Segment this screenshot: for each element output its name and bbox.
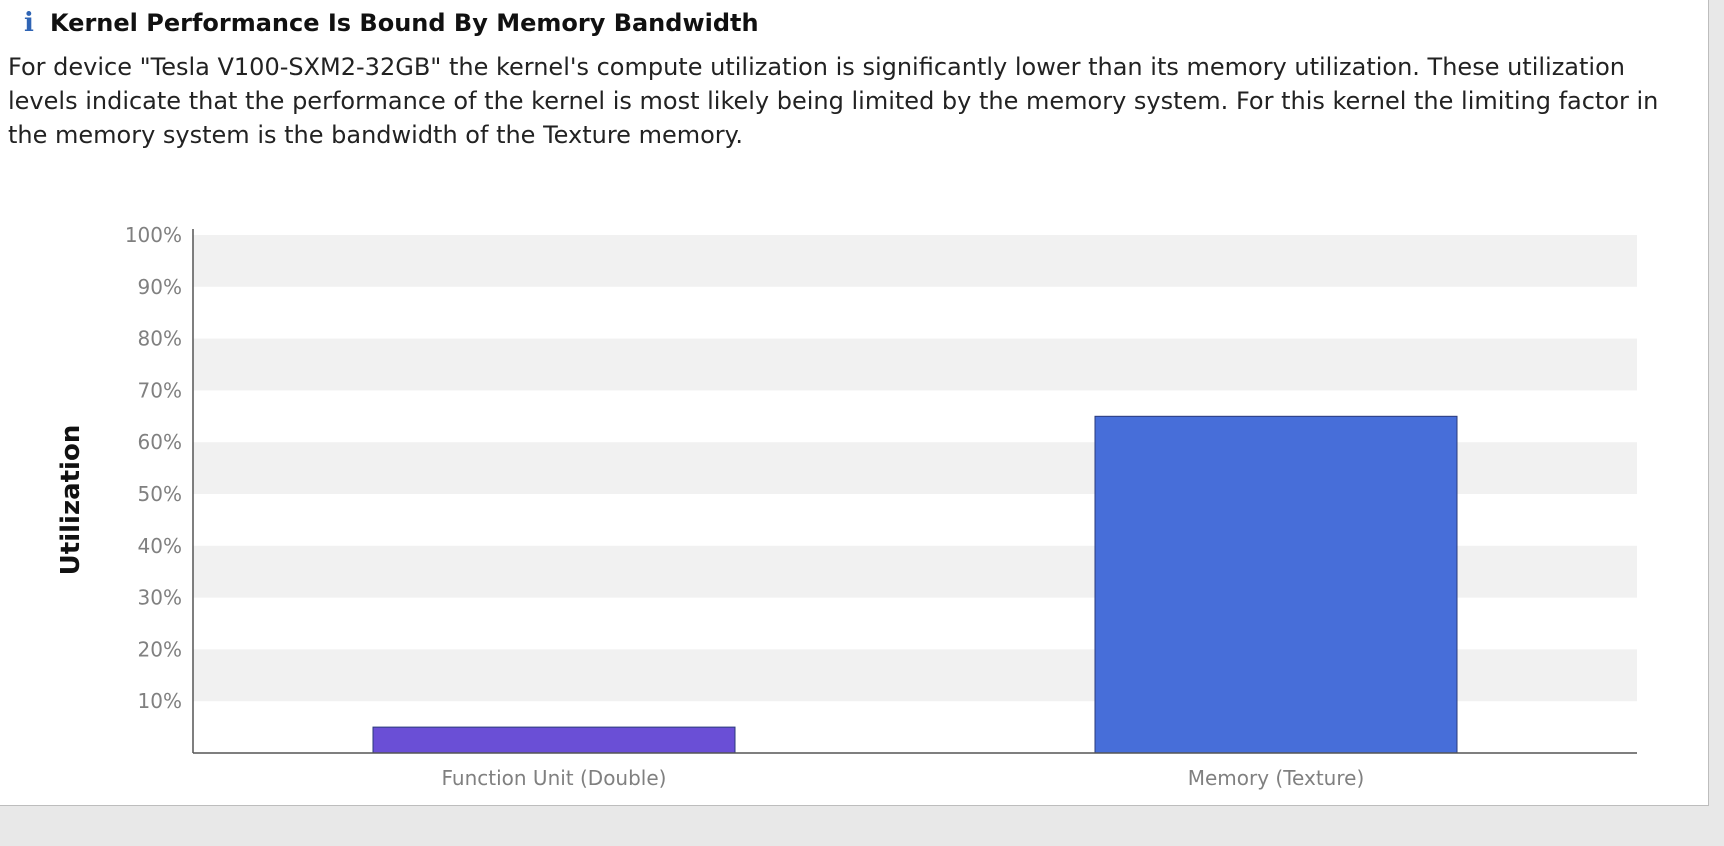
y-tick-label: 20% (138, 637, 182, 661)
x-tick-labels: Function Unit (Double) Memory (Texture) (442, 766, 1365, 790)
grid-band (193, 338, 1637, 391)
y-tick-label: 80% (138, 327, 182, 351)
utilization-chart: 100% 90% 80% 70% 60% 50% 40% 30% 20% 10% Function… (56, 223, 1637, 790)
analysis-header: i Kernel Performance Is Bound By Memory … (18, 8, 759, 38)
x-tick-label: Function Unit (Double) (442, 766, 667, 790)
chart-bars (372, 415, 1458, 754)
bar (1094, 415, 1458, 754)
analysis-description: For device "Tesla V100-SXM2-32GB" the ke… (8, 53, 1659, 149)
y-tick-label: 40% (138, 534, 182, 558)
grid-band (193, 235, 1637, 287)
analysis-panel: i Kernel Performance Is Bound By Memory … (0, 0, 1709, 806)
y-tick-label: 50% (138, 482, 182, 506)
y-tick-label: 30% (138, 586, 182, 610)
bar (372, 726, 736, 754)
y-tick-labels: 100% 90% 80% 70% 60% 50% 40% 30% 20% 10% (125, 223, 182, 713)
y-tick-label: 90% (138, 275, 182, 299)
y-tick-label: 70% (138, 378, 182, 402)
y-tick-label: 10% (138, 689, 182, 713)
analysis-title: Kernel Performance Is Bound By Memory Ba… (50, 9, 759, 37)
y-tick-label: 60% (138, 430, 182, 454)
y-axis-label: Utilization (56, 425, 86, 576)
x-tick-label: Memory (Texture) (1188, 766, 1365, 790)
bottom-bar (0, 807, 1724, 846)
info-icon: i (24, 8, 34, 38)
y-tick-label: 100% (125, 223, 182, 247)
